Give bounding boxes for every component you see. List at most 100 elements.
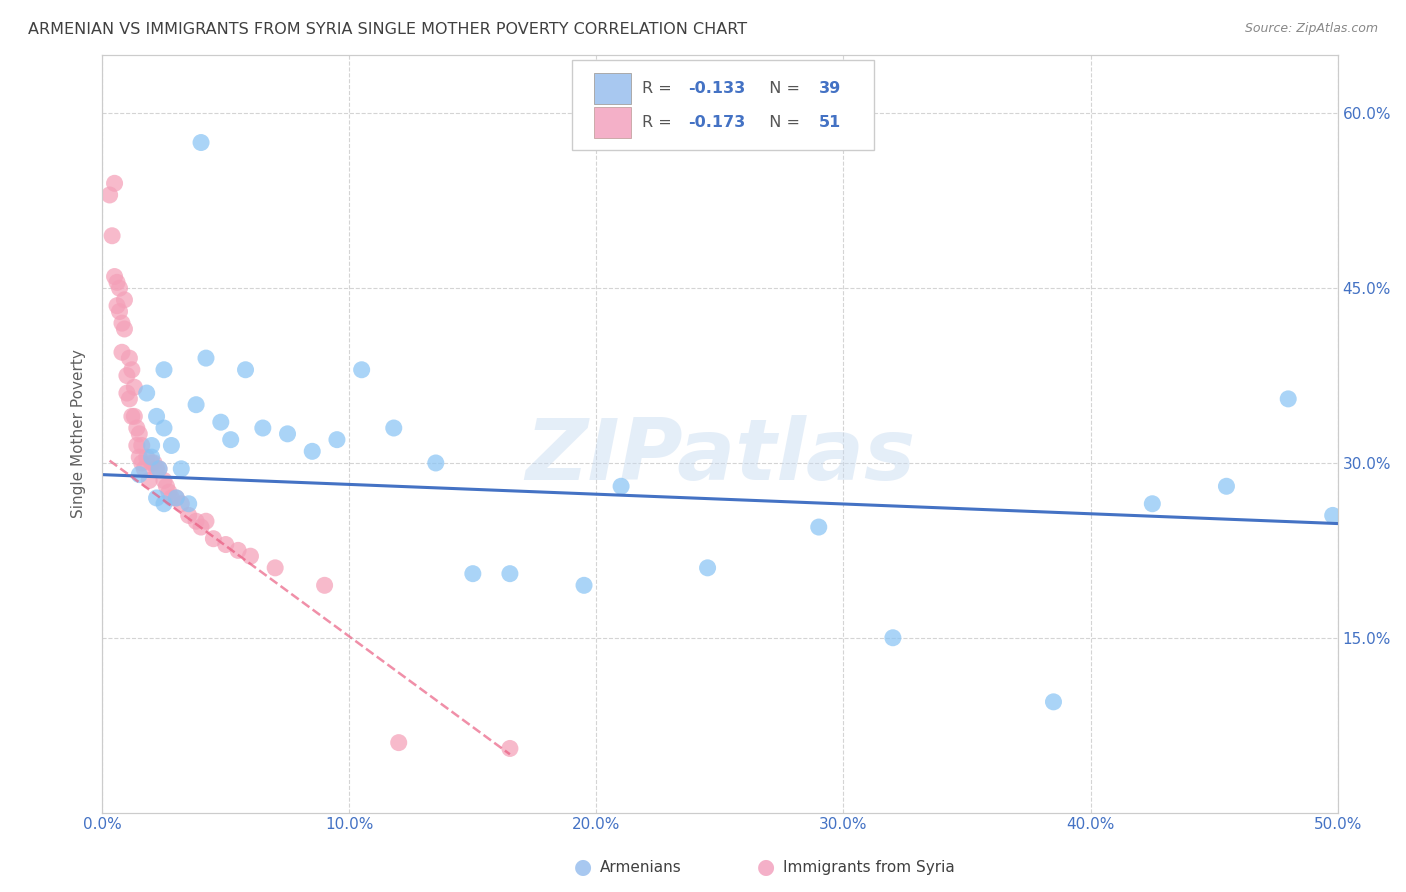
Point <box>382 421 405 435</box>
Text: Source: ZipAtlas.com: Source: ZipAtlas.com <box>1244 22 1378 36</box>
Text: Armenians: Armenians <box>600 860 682 874</box>
Point <box>128 426 150 441</box>
Point <box>314 578 336 592</box>
Point <box>115 368 138 383</box>
Point <box>135 386 157 401</box>
Point <box>326 433 349 447</box>
Text: ZIPatlas: ZIPatlas <box>524 415 915 498</box>
Point <box>145 462 167 476</box>
Point <box>103 177 125 191</box>
Point <box>153 497 176 511</box>
Text: ●: ● <box>758 857 775 877</box>
Point <box>124 380 146 394</box>
Text: ●: ● <box>575 857 592 877</box>
Point <box>153 474 176 488</box>
Point <box>226 543 249 558</box>
Point <box>155 479 177 493</box>
Point <box>276 426 298 441</box>
Point <box>138 474 160 488</box>
Point <box>264 561 287 575</box>
Point <box>184 514 207 528</box>
Text: R =: R = <box>643 81 676 96</box>
Point <box>118 392 141 406</box>
Point <box>131 456 153 470</box>
Point <box>165 491 187 505</box>
Point <box>219 433 242 447</box>
Point <box>145 491 167 505</box>
Point <box>499 566 522 581</box>
Point <box>103 269 125 284</box>
Point <box>165 491 187 505</box>
Point <box>143 456 166 470</box>
Point <box>1277 392 1299 406</box>
Point <box>301 444 323 458</box>
FancyBboxPatch shape <box>593 72 631 104</box>
Point <box>108 281 131 295</box>
Point <box>610 479 633 493</box>
Point <box>157 485 180 500</box>
Point <box>121 409 143 424</box>
Point <box>195 514 218 528</box>
Point <box>128 467 150 482</box>
Text: -0.173: -0.173 <box>688 115 745 130</box>
Text: ARMENIAN VS IMMIGRANTS FROM SYRIA SINGLE MOTHER POVERTY CORRELATION CHART: ARMENIAN VS IMMIGRANTS FROM SYRIA SINGLE… <box>28 22 747 37</box>
Point <box>170 497 193 511</box>
Point <box>177 508 200 523</box>
Point <box>160 438 183 452</box>
Point <box>499 741 522 756</box>
Text: N =: N = <box>759 81 806 96</box>
Point <box>105 276 128 290</box>
Point <box>124 409 146 424</box>
Point <box>239 549 262 564</box>
Point <box>141 456 163 470</box>
Y-axis label: Single Mother Poverty: Single Mother Poverty <box>72 350 86 518</box>
Point <box>153 363 176 377</box>
Point <box>195 351 218 365</box>
Point <box>118 351 141 365</box>
Point <box>807 520 830 534</box>
Point <box>135 450 157 464</box>
Point <box>190 136 212 150</box>
Point <box>115 386 138 401</box>
Text: 39: 39 <box>818 81 841 96</box>
Point <box>141 450 163 464</box>
Text: Immigrants from Syria: Immigrants from Syria <box>783 860 955 874</box>
Point <box>114 322 136 336</box>
Point <box>145 409 167 424</box>
Point <box>131 438 153 452</box>
Point <box>134 462 156 476</box>
Point <box>1142 497 1164 511</box>
Text: R =: R = <box>643 115 676 130</box>
FancyBboxPatch shape <box>593 107 631 138</box>
Point <box>111 316 134 330</box>
Point <box>882 631 904 645</box>
Point <box>215 537 238 551</box>
Point <box>235 363 257 377</box>
Point <box>141 438 163 452</box>
Point <box>98 188 121 202</box>
Point <box>148 462 170 476</box>
Point <box>1215 479 1237 493</box>
Point <box>177 497 200 511</box>
Point <box>184 398 207 412</box>
Point <box>202 532 225 546</box>
Point <box>108 304 131 318</box>
Point <box>121 363 143 377</box>
Point <box>350 363 373 377</box>
Point <box>105 299 128 313</box>
Point <box>1322 508 1344 523</box>
Text: 51: 51 <box>818 115 841 130</box>
Point <box>114 293 136 307</box>
Point <box>425 456 447 470</box>
Point <box>153 421 176 435</box>
Point <box>572 578 595 592</box>
Text: N =: N = <box>759 115 806 130</box>
Point <box>696 561 718 575</box>
Point <box>148 462 170 476</box>
Text: -0.133: -0.133 <box>688 81 745 96</box>
Point <box>209 415 232 429</box>
Point <box>111 345 134 359</box>
Point <box>461 566 484 581</box>
Point <box>252 421 274 435</box>
Point <box>101 228 124 243</box>
